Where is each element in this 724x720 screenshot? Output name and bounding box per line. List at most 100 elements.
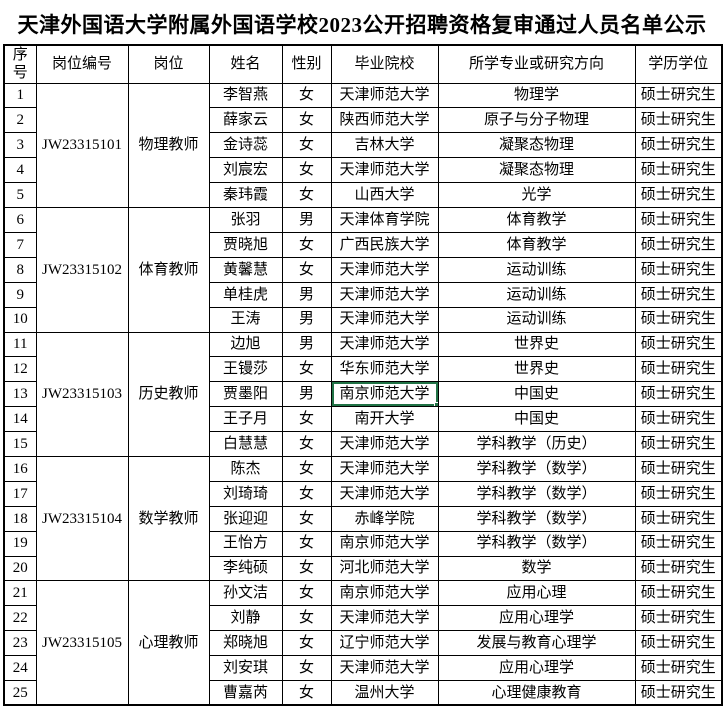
cell-major[interactable]: 学科教学（数学） [437,480,636,507]
cell-gender[interactable]: 女 [281,505,332,532]
cell-major[interactable]: 应用心理 [437,580,636,607]
cell-serial-number[interactable]: 1 [3,82,37,109]
cell-school[interactable]: 天津师范大学 [330,82,439,109]
cell-name[interactable]: 刘琦琦 [208,480,283,507]
cell-major[interactable]: 学科教学（数学） [437,455,636,482]
cell-serial-number[interactable]: 14 [3,406,37,433]
cell-name[interactable]: 单桂虎 [208,281,283,308]
cell-major[interactable]: 世界史 [437,331,636,358]
cell-name[interactable]: 黄馨慧 [208,256,283,283]
cell-name[interactable]: 刘静 [208,605,283,632]
cell-major[interactable]: 应用心理学 [437,655,636,681]
cell-name[interactable]: 陈杰 [208,455,283,482]
cell-gender[interactable]: 女 [281,82,332,109]
cell-name[interactable]: 张羽 [208,207,283,233]
cell-degree[interactable]: 硕士研究生 [634,107,723,134]
cell-major[interactable]: 中国史 [437,406,636,433]
cell-name[interactable]: 曹嘉芮 [208,679,283,706]
cell-serial-number[interactable]: 3 [3,132,37,159]
column-header[interactable]: 所学专业或研究方向 [437,44,636,84]
cell-serial-number[interactable]: 22 [3,605,37,632]
cell-serial-number[interactable]: 18 [3,505,37,532]
cell-position-code[interactable]: JW23315101 [35,82,129,209]
cell-serial-number[interactable]: 5 [3,182,37,209]
cell-gender[interactable]: 女 [281,356,332,383]
cell-serial-number[interactable]: 9 [3,281,37,308]
cell-position[interactable]: 物理教师 [127,82,210,209]
cell-position-code[interactable]: JW23315103 [35,331,129,457]
cell-serial-number[interactable]: 13 [3,381,37,408]
cell-major[interactable]: 数学 [437,555,636,582]
cell-major[interactable]: 学科教学（历史） [437,431,636,457]
cell-name[interactable]: 李纯硕 [208,555,283,582]
cell-major[interactable]: 凝聚态物理 [437,132,636,159]
cell-major[interactable]: 运动训练 [437,306,636,333]
cell-position[interactable]: 历史教师 [127,331,210,457]
cell-gender[interactable]: 女 [281,480,332,507]
cell-position[interactable]: 体育教师 [127,207,210,333]
cell-name[interactable]: 边旭 [208,331,283,358]
cell-degree[interactable]: 硕士研究生 [634,157,723,184]
cell-school[interactable]: 天津师范大学 [330,655,439,681]
cell-name[interactable]: 金诗蕊 [208,132,283,159]
cell-major[interactable]: 运动训练 [437,281,636,308]
cell-school[interactable]: 河北师范大学 [330,555,439,582]
column-header[interactable]: 毕业院校 [330,44,439,84]
cell-major[interactable]: 发展与教育心理学 [437,630,636,657]
cell-degree[interactable]: 硕士研究生 [634,132,723,159]
cell-gender[interactable]: 男 [281,331,332,358]
cell-degree[interactable]: 硕士研究生 [634,530,723,557]
cell-degree[interactable]: 硕士研究生 [634,505,723,532]
cell-position[interactable]: 数学教师 [127,455,210,582]
cell-degree[interactable]: 硕士研究生 [634,630,723,657]
column-header[interactable]: 性别 [281,44,332,84]
cell-school[interactable]: 天津师范大学 [330,431,439,457]
cell-gender[interactable]: 女 [281,580,332,607]
cell-serial-number[interactable]: 6 [3,207,37,233]
cell-gender[interactable]: 男 [281,207,332,233]
cell-gender[interactable]: 男 [281,306,332,333]
cell-degree[interactable]: 硕士研究生 [634,406,723,433]
cell-position-code[interactable]: JW23315102 [35,207,129,333]
cell-gender[interactable]: 女 [281,679,332,706]
cell-major[interactable]: 心理健康教育 [437,679,636,706]
cell-name[interactable]: 王子月 [208,406,283,433]
cell-serial-number[interactable]: 25 [3,679,37,706]
cell-school[interactable]: 天津师范大学 [330,605,439,632]
cell-gender[interactable]: 女 [281,231,332,258]
cell-serial-number[interactable]: 4 [3,157,37,184]
cell-position[interactable]: 心理教师 [127,580,210,706]
cell-major[interactable]: 应用心理学 [437,605,636,632]
column-header[interactable]: 学历学位 [634,44,723,84]
cell-gender[interactable]: 男 [281,381,332,408]
cell-degree[interactable]: 硕士研究生 [634,281,723,308]
cell-serial-number[interactable]: 12 [3,356,37,383]
cell-serial-number[interactable]: 19 [3,530,37,557]
column-header[interactable]: 序号 [3,44,37,84]
cell-degree[interactable]: 硕士研究生 [634,256,723,283]
cell-serial-number[interactable]: 10 [3,306,37,333]
column-header[interactable]: 姓名 [208,44,283,84]
cell-serial-number[interactable]: 8 [3,256,37,283]
cell-school[interactable]: 天津师范大学 [330,281,439,308]
cell-school[interactable]: 天津师范大学 [330,480,439,507]
cell-major[interactable]: 原子与分子物理 [437,107,636,134]
cell-school[interactable]: 山西大学 [330,182,439,209]
cell-school[interactable]: 天津师范大学 [330,306,439,333]
cell-school[interactable]: 华东师范大学 [330,356,439,383]
cell-school[interactable]: 辽宁师范大学 [330,630,439,657]
cell-name[interactable]: 王镘莎 [208,356,283,383]
cell-name[interactable]: 王涛 [208,306,283,333]
cell-degree[interactable]: 硕士研究生 [634,555,723,582]
cell-degree[interactable]: 硕士研究生 [634,331,723,358]
cell-gender[interactable]: 女 [281,107,332,134]
cell-name[interactable]: 王怡方 [208,530,283,557]
cell-name[interactable]: 孙文洁 [208,580,283,607]
cell-degree[interactable]: 硕士研究生 [634,182,723,209]
cell-major[interactable]: 光学 [437,182,636,209]
cell-school[interactable]: 赤峰学院 [330,505,439,532]
cell-degree[interactable]: 硕士研究生 [634,306,723,333]
cell-gender[interactable]: 女 [281,182,332,209]
cell-serial-number[interactable]: 23 [3,630,37,657]
cell-name[interactable]: 白慧慧 [208,431,283,457]
